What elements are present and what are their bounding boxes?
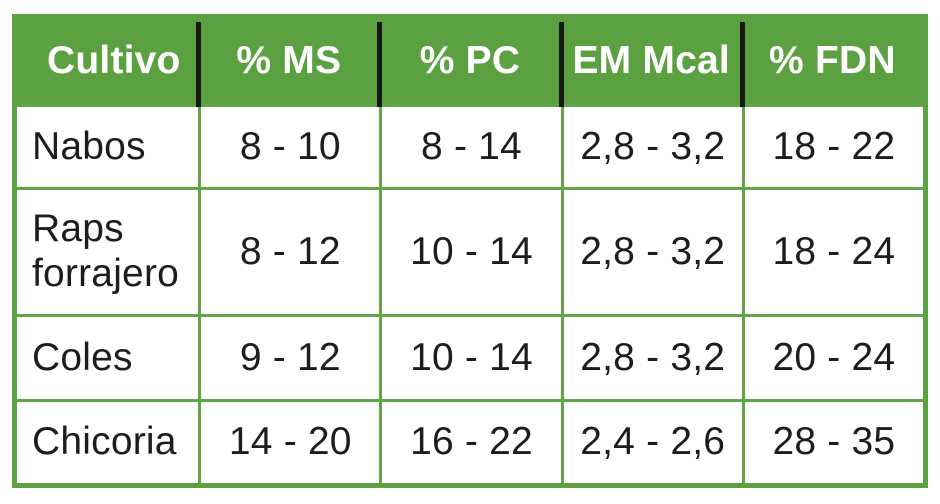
cell-chicoria-fdn: 28 - 35 [741, 399, 923, 483]
header-cell-pc: % PC [377, 19, 561, 107]
cell-coles-em: 2,8 - 3,2 [560, 314, 742, 399]
header-cell-cultivo: Cultivo [17, 19, 199, 104]
table-grid: Cultivo % MS % PC EM Mcal % FDN Nabos 8 … [17, 19, 923, 483]
cell-raps-ms: 8 - 12 [198, 187, 380, 314]
cell-coles-ms: 9 - 12 [198, 314, 380, 399]
cell-raps-pc: 10 - 14 [379, 187, 561, 314]
cell-chicoria-em: 2,4 - 2,6 [560, 399, 742, 483]
cell-coles-fdn: 20 - 24 [741, 314, 923, 399]
cell-raps-name: Raps forrajero [17, 187, 199, 314]
cell-nabos-em: 2,8 - 3,2 [560, 104, 742, 187]
cell-coles-name: Coles [17, 314, 199, 399]
cell-coles-pc: 10 - 14 [379, 314, 561, 399]
cell-raps-fdn: 18 - 24 [741, 187, 923, 314]
header-cell-fdn: % FDN [739, 19, 923, 107]
cell-chicoria-name: Chicoria [17, 399, 199, 483]
cell-nabos-fdn: 18 - 22 [741, 104, 923, 187]
cell-chicoria-pc: 16 - 22 [379, 399, 561, 483]
cell-chicoria-ms: 14 - 20 [198, 399, 380, 483]
cell-raps-em: 2,8 - 3,2 [560, 187, 742, 314]
header-cell-em-mcal: EM Mcal [558, 19, 742, 107]
forage-nutrition-table: Cultivo % MS % PC EM Mcal % FDN Nabos 8 … [12, 14, 928, 488]
header-cell-ms: % MS [196, 19, 380, 107]
cell-nabos-ms: 8 - 10 [198, 104, 380, 187]
cell-nabos-name: Nabos [17, 104, 199, 187]
cell-nabos-pc: 8 - 14 [379, 104, 561, 187]
